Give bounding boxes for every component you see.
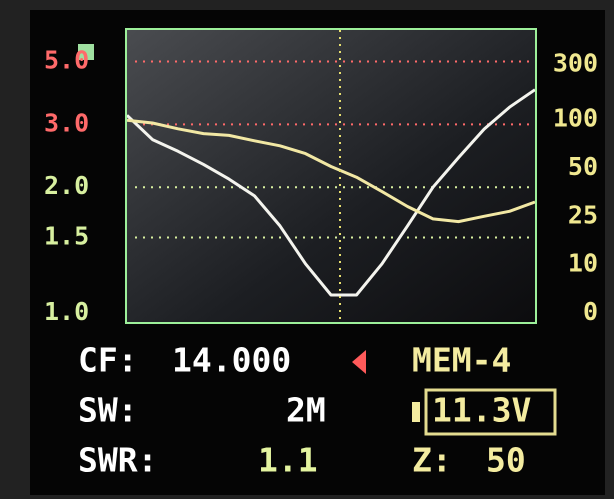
- plot: 1.0 1.5 2.0 3.0 5.0 0 10 25 50 100 300: [44, 45, 598, 326]
- indicator: [78, 44, 94, 60]
- plot-area: [126, 29, 536, 323]
- battery-box: [424, 388, 557, 436]
- sw-value: 2M: [286, 391, 326, 430]
- series-line: [126, 118, 536, 224]
- swr-value: 1.1: [258, 441, 318, 480]
- readout: CF: 14.000 MEM-4 SW: 2M 11.3V SWR: 1.1 Z…: [78, 341, 557, 480]
- y-tick-label: 1.0: [44, 297, 89, 326]
- z-label: Z:: [412, 441, 452, 480]
- y-tick-label: 5.0: [44, 45, 89, 74]
- plot-frame: [125, 28, 537, 324]
- sw-label: SW:: [78, 391, 138, 430]
- battery-voltage: 11.3V: [432, 391, 531, 430]
- series-line: [125, 88, 536, 297]
- memory: MEM-4: [412, 341, 511, 380]
- y2-tick-label: 300: [553, 48, 598, 77]
- z-value: 50: [486, 441, 526, 480]
- y2-tick-label: 25: [568, 200, 598, 229]
- swr-label: SWR:: [78, 441, 157, 480]
- cf-value: 14.000: [172, 341, 291, 380]
- y-tick-label: 1.5: [44, 222, 89, 251]
- battery-icon: [412, 402, 420, 422]
- cursor: [352, 350, 366, 374]
- y-tick-label: 2.0: [44, 171, 89, 200]
- y-tick-label: 3.0: [44, 108, 89, 137]
- y2-tick-label: 50: [568, 152, 598, 181]
- cf-label: CF:: [78, 341, 138, 380]
- y2-tick-label: 0: [583, 297, 598, 326]
- y2-tick-label: 100: [553, 104, 598, 133]
- y2-tick-label: 10: [568, 249, 598, 278]
